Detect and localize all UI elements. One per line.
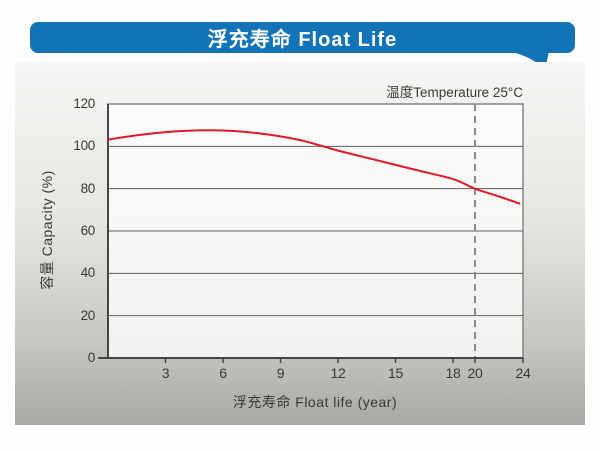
y-axis-title: 容量 Capacity (%) [39,170,55,290]
x-tick-label-3: 3 [161,365,170,381]
y-tick-label-0: 0 [87,350,96,365]
x-tick-label-6: 6 [219,365,227,381]
page-title: 浮充寿命 Float Life [207,29,398,51]
temperature-annotation: 温度Temperature 25°C [386,85,523,100]
banner-tail-shape [508,51,549,70]
y-tick-label-100: 100 [73,138,95,154]
title-banner: 浮充寿命 Float Life [30,22,575,53]
x-axis-title: 浮充寿命 Float life (year) [232,394,398,410]
float-life-chart [98,103,524,363]
y-tick-label-40: 40 [80,265,96,281]
x-tick-label-9: 9 [276,365,285,381]
y-tick-label-120: 120 [73,96,95,111]
y-tick-label-20: 20 [80,307,96,323]
y-tick-label-60: 60 [80,223,96,238]
chart-panel: 0 20 40 60 80 100 120 3 6 9 12 15 18 20 24 温度Temperat… [15,62,585,425]
x-tick-label-18: 18 [445,365,461,381]
x-tick-label-15: 15 [388,365,403,381]
x-tick-label-24: 24 [515,365,531,381]
y-tick-label-80: 80 [80,180,96,196]
capacity-curve [107,129,521,205]
x-tick-label-12: 12 [330,365,346,381]
x-tick-label-20: 20 [467,365,483,381]
